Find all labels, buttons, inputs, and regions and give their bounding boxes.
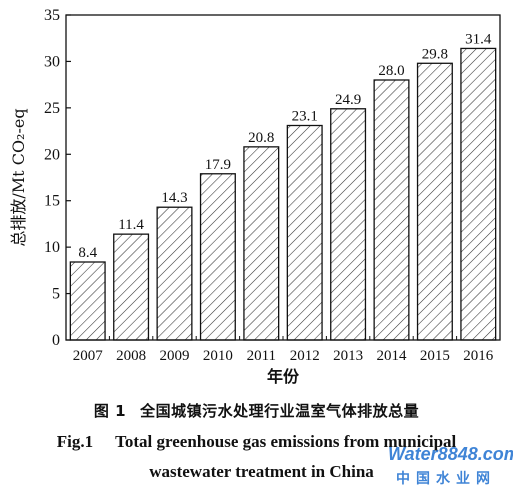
bar-chart: 0 5 10 15 20 25 30 35 8.4 2007 11.4 2008 14.3 2009 17.… — [9, 7, 501, 386]
x-tick-label: 2014 — [377, 348, 408, 364]
y-tick-label: 0 — [52, 332, 60, 349]
y-tick-label: 5 — [52, 286, 60, 303]
bar — [330, 108, 367, 341]
figure-title-en-1: Total greenhouse gas emissions from muni… — [115, 432, 457, 451]
x-tick-label: 2009 — [160, 348, 190, 364]
figure-number-cn: 图 1 — [93, 402, 127, 420]
x-tick-label: 2007 — [73, 348, 104, 364]
x-tick-label: 2008 — [116, 348, 146, 364]
y-axis-title: 总排放/Mt CO₂-eq — [9, 108, 28, 246]
x-tick-label: 2013 — [333, 348, 363, 364]
figure-caption-english-line2: wastewater treatment in China — [149, 462, 374, 481]
y-tick-label: 10 — [44, 239, 60, 256]
y-tick-label: 15 — [44, 193, 60, 210]
bar — [416, 62, 453, 341]
bar-value-label: 29.8 — [422, 46, 448, 62]
x-tick-label: 2011 — [247, 348, 276, 364]
bar-value-label: 23.1 — [292, 109, 318, 125]
bar-value-label: 17.9 — [205, 157, 231, 173]
y-tick-label: 25 — [44, 100, 60, 117]
bar — [156, 206, 193, 341]
plot-area: 0 5 10 15 20 25 30 35 8.4 2007 11.4 2008 14.3 2009 17.… — [9, 7, 501, 386]
figure-number-en: Fig.1 — [56, 432, 94, 451]
bar — [113, 233, 150, 341]
y-tick-label: 30 — [44, 53, 60, 70]
figure-caption-chinese: 图 1 全国城镇污水处理行业温室气体排放总量 — [0, 400, 513, 421]
figure-title-cn: 全国城镇污水处理行业温室气体排放总量 — [140, 402, 420, 420]
bar-value-label: 31.4 — [465, 31, 492, 47]
bar — [286, 124, 323, 341]
bar — [460, 47, 497, 341]
y-tick-label: 35 — [44, 7, 60, 24]
watermark-brand: Water8848.com — [388, 444, 513, 464]
bar-value-label: 24.9 — [335, 92, 361, 108]
bar-value-label: 28.0 — [378, 63, 404, 79]
bar-value-label: 11.4 — [118, 217, 144, 233]
x-tick-label: 2010 — [203, 348, 233, 364]
y-tick-label: 20 — [44, 146, 60, 163]
x-tick-label: 2016 — [463, 348, 494, 364]
watermark-logo: Water8848.com 中国水业网 — [388, 444, 513, 492]
watermark-site-name: 中国水业网 — [396, 471, 496, 487]
bar-value-label: 8.4 — [78, 245, 97, 261]
bar — [243, 146, 280, 341]
bar — [69, 261, 106, 341]
x-tick-label: 2012 — [290, 348, 320, 364]
x-tick-label: 2015 — [420, 348, 450, 364]
bar — [199, 173, 236, 341]
bar-value-label: 14.3 — [161, 190, 187, 206]
figure-caption-english-line1: Fig.1 Total greenhouse gas emissions from… — [0, 432, 513, 452]
bar-value-label: 20.8 — [248, 130, 274, 146]
bar — [373, 79, 410, 341]
x-axis-title: 年份 — [267, 367, 300, 386]
